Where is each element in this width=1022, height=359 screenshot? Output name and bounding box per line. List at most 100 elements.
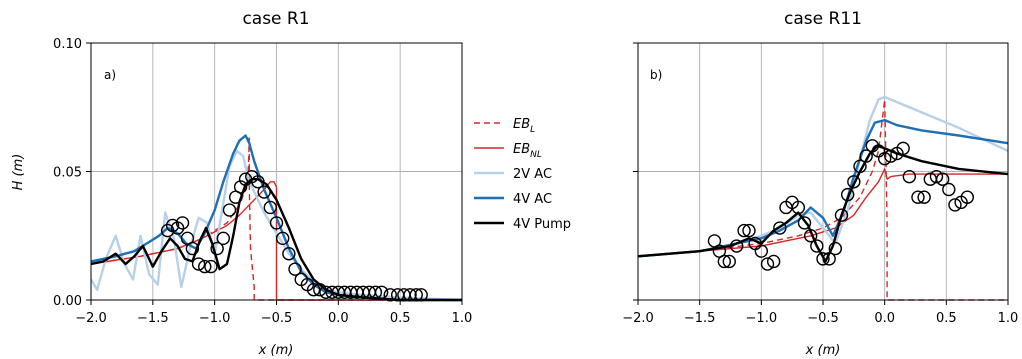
observation-point: [170, 221, 185, 235]
x-tick-label: −0.5: [261, 311, 293, 326]
x-tick-label: −0.5: [807, 311, 839, 326]
x-tick-label: −1.5: [137, 311, 169, 326]
observation-point: [251, 175, 265, 189]
observation-point: [269, 216, 284, 230]
legend-label: EBL: [513, 117, 535, 135]
legend-item-ac4v: 4V AC: [474, 192, 552, 207]
y-tick-label: 0.10: [53, 37, 82, 52]
observation-point: [791, 200, 806, 215]
observation-point: [414, 288, 428, 302]
observation-point: [853, 159, 867, 174]
observation-point: [896, 141, 910, 156]
legend-item-eb_l: EBL: [474, 117, 535, 135]
observation-point: [942, 182, 956, 197]
observation-point: [760, 257, 775, 271]
legend-label: 4V Pump: [513, 217, 571, 232]
observation-point: [834, 208, 849, 222]
x-tick-label: 1.0: [452, 311, 473, 326]
observation-point: [368, 285, 383, 299]
legend-item-pump: 4V Pump: [474, 217, 571, 232]
x-tick-label: 0.0: [874, 311, 895, 326]
panel-case-r11: case R11 b) −2.0 −1.5 −1.0 −0.5 0.0 0.5 1.0 x …: [622, 9, 1018, 358]
observation-point: [884, 149, 898, 163]
observation-point: [816, 252, 830, 266]
y-axis-ticks: [633, 42, 638, 301]
observation-point: [766, 254, 781, 269]
observation-point: [175, 216, 190, 230]
observation-point: [198, 259, 212, 274]
observation-point: [238, 172, 253, 186]
observation-point: [383, 288, 397, 302]
x-tick-label: −2.0: [75, 311, 107, 326]
series-line-eb_nl: [90, 181, 462, 301]
observation-point: [233, 180, 248, 194]
x-tick-label: 0.5: [936, 311, 957, 326]
legend-label: 4V AC: [513, 192, 552, 207]
observation-point: [204, 259, 218, 274]
observation-point: [403, 288, 417, 302]
observation-point: [840, 187, 855, 202]
x-axis-ticks: −2.0 −1.5 −1.0 −0.5 0.0 0.5 1.0: [622, 300, 1018, 326]
observation-point: [742, 223, 756, 238]
observation-point: [960, 190, 974, 204]
observation-point: [810, 239, 824, 253]
panel-label: b): [650, 68, 662, 82]
observation-point: [717, 254, 732, 269]
legend: EBL EBNL 2V AC 4V AC 4V Pump: [474, 117, 571, 232]
x-axis-ticks: −2.0 −1.5 −1.0 −0.5 0.0 0.5 1.0: [75, 300, 472, 326]
observation-point: [917, 190, 931, 204]
observation-point: [803, 229, 818, 243]
observation-point: [773, 221, 787, 235]
observation-point: [313, 283, 327, 297]
panel-case-r1: case R1 a) −2.0 −1.5 −1.0 −0.5 0.0 0.5 1.0 0.0…: [11, 9, 472, 358]
observation-markers: [707, 139, 974, 271]
legend-item-eb_nl: EBNL: [474, 142, 542, 160]
x-tick-label: 1.0: [998, 311, 1019, 326]
observation-point: [185, 241, 200, 256]
series-line-eb_nl: [637, 168, 1008, 257]
observation-point: [935, 172, 950, 186]
observation-point: [210, 241, 224, 256]
observation-point: [191, 257, 206, 271]
legend-item-ac2v: 2V AC: [474, 167, 552, 182]
observation-point: [822, 252, 836, 266]
x-tick-label: 0.5: [390, 311, 411, 326]
observation-point: [257, 185, 271, 199]
observation-point: [263, 200, 278, 215]
x-axis-label: x (m): [258, 343, 294, 358]
y-axis-ticks: 0.00 0.05 0.10: [53, 37, 91, 309]
observation-point: [282, 247, 296, 261]
x-tick-label: −1.0: [746, 311, 778, 326]
legend-label: 2V AC: [513, 167, 552, 182]
y-tick-label: 0.05: [53, 166, 82, 181]
x-tick-label: −1.5: [684, 311, 716, 326]
legend-label: EBNL: [513, 142, 542, 160]
observation-point: [797, 216, 812, 230]
observation-point: [929, 169, 944, 184]
observation-point: [275, 231, 290, 246]
observation-point: [911, 190, 925, 204]
observation-point: [847, 175, 861, 189]
x-tick-label: −1.0: [199, 311, 231, 326]
observation-point: [722, 254, 736, 269]
x-axis-label: x (m): [805, 343, 841, 358]
panel-label: a): [104, 68, 116, 82]
observation-point: [216, 231, 231, 246]
observation-point: [902, 169, 917, 184]
panel-title: case R11: [784, 9, 862, 29]
observation-point: [306, 283, 321, 297]
observation-markers: [160, 169, 428, 302]
observation-point: [374, 285, 389, 299]
y-tick-label: 0.00: [53, 294, 82, 309]
observation-point: [754, 244, 769, 258]
observation-point: [948, 198, 962, 212]
observation-point: [859, 149, 873, 163]
observation-point: [877, 151, 892, 166]
observation-point: [828, 241, 843, 256]
observation-point: [288, 262, 302, 276]
observation-point: [160, 223, 175, 238]
x-tick-label: 0.0: [328, 311, 349, 326]
panel-title: case R1: [242, 9, 309, 29]
observation-point: [409, 288, 423, 302]
